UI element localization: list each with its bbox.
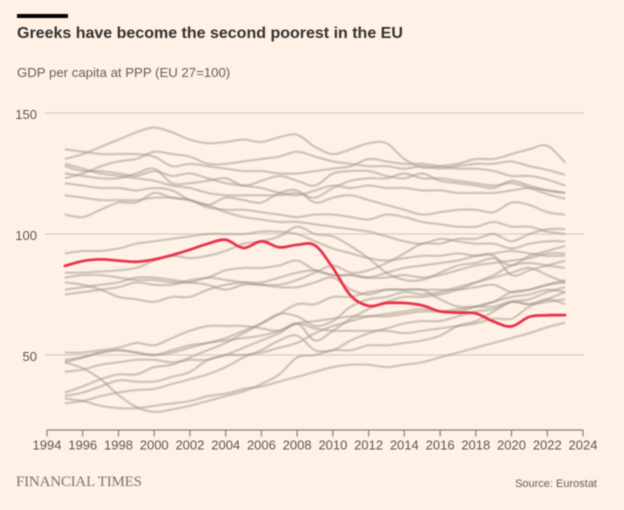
svg-text:100: 100 bbox=[15, 228, 37, 243]
svg-text:150: 150 bbox=[15, 107, 37, 122]
svg-text:2010: 2010 bbox=[318, 438, 347, 453]
svg-text:2024: 2024 bbox=[569, 438, 598, 453]
svg-text:2004: 2004 bbox=[211, 438, 240, 453]
svg-text:2014: 2014 bbox=[390, 438, 419, 453]
svg-text:2002: 2002 bbox=[175, 438, 204, 453]
svg-text:1996: 1996 bbox=[68, 438, 97, 453]
svg-text:2022: 2022 bbox=[533, 438, 562, 453]
svg-text:2008: 2008 bbox=[283, 438, 312, 453]
svg-text:2020: 2020 bbox=[497, 438, 526, 453]
svg-text:1998: 1998 bbox=[104, 438, 133, 453]
svg-text:2006: 2006 bbox=[247, 438, 276, 453]
svg-text:2000: 2000 bbox=[140, 438, 169, 453]
svg-text:1994: 1994 bbox=[33, 438, 62, 453]
svg-text:50: 50 bbox=[23, 349, 37, 364]
svg-text:2012: 2012 bbox=[354, 438, 383, 453]
svg-text:2016: 2016 bbox=[426, 438, 455, 453]
svg-text:2018: 2018 bbox=[461, 438, 490, 453]
